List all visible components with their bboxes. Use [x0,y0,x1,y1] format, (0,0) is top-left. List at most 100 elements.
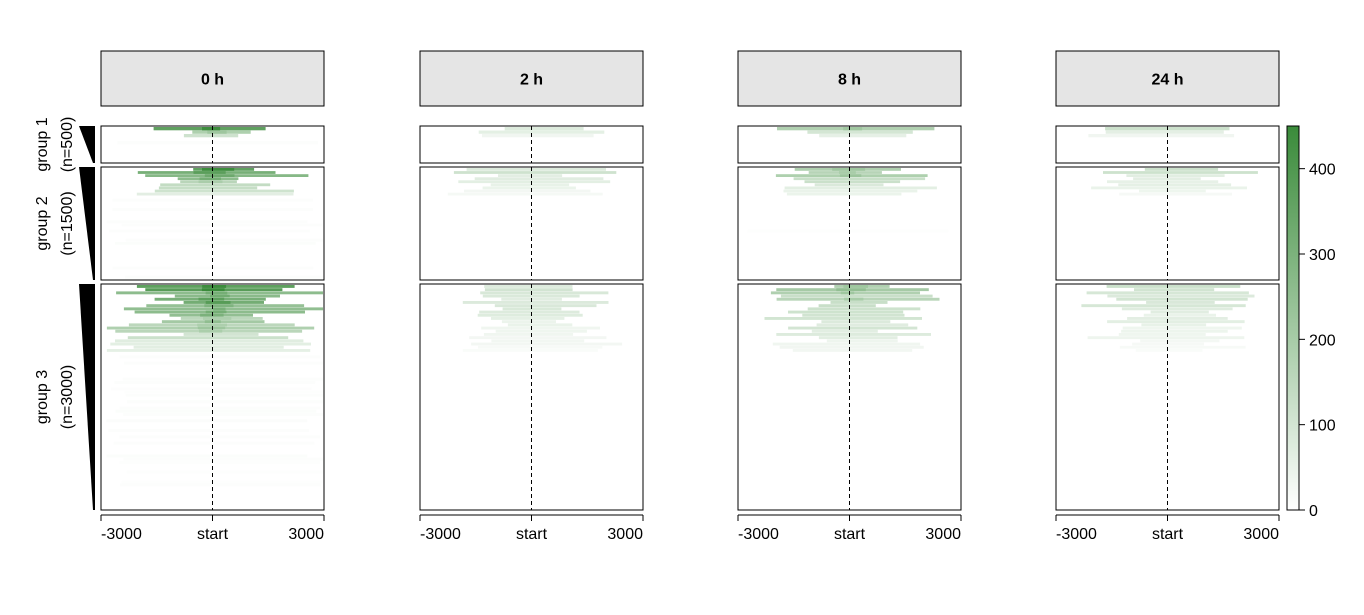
heatmap-row [112,198,313,202]
heatmap-row [484,285,573,288]
heatmap-core [202,127,221,131]
heatmap-row [1119,345,1246,349]
heatmap-row [1146,301,1215,304]
heatmap-row [133,345,284,349]
heatmap-row [106,454,308,458]
group-count-label: (n=500) [59,117,76,173]
panel-header [1055,50,1280,107]
heatmap-cells-group-1 [478,127,605,138]
heatmap-row [1091,186,1247,190]
heatmap-row [818,336,898,340]
heatmap-core [197,323,227,327]
heatmap-row [776,333,931,336]
heatmap-core [205,291,228,295]
heatmap-row [124,361,323,365]
heatmap-row [481,326,600,330]
heatmap-row [124,390,323,394]
x-tick-label: 3000 [925,526,961,543]
panel-3: 24 h -3000 start 3000 [1055,50,1280,543]
heatmap-row [491,339,585,343]
x-tick-label: -3000 [420,526,461,543]
heatmap-row [780,294,933,298]
heatmap-core [843,285,868,288]
heatmap-core [193,171,226,174]
heatmap-row [1103,171,1258,174]
heatmap-row [453,171,617,174]
heatmap-row [1107,320,1245,324]
heatmap-cells-group-2 [447,168,617,196]
heatmap-core [202,285,227,288]
heatmap-row [1107,294,1255,298]
heatmap-row [154,189,294,193]
heatmap-cells-group-3 [106,285,324,487]
heatmap-row [804,180,901,184]
heatmap-row [764,317,922,320]
heatmap-cells-group-3 [764,285,940,352]
heatmap-cells-group-2 [747,168,949,233]
group-count-label: (n=1500) [59,191,76,256]
heatmap-row [1126,174,1225,177]
heatmap-row [115,409,317,413]
heatmap-core [198,180,223,184]
panel-header [419,50,644,107]
heatmap-row [1143,313,1216,317]
heatmap-row [160,183,271,187]
heatmap-cells-group-3 [462,285,623,352]
heatmap-row [1105,130,1224,134]
colorbar-tick-label: 400 [1309,162,1336,179]
panel-title: 0 h [201,72,224,89]
heatmap-row [830,301,888,304]
heatmap-core [839,174,862,177]
heatmap-core [843,127,863,131]
heatmap-row [816,323,909,327]
panel-0: 0 h -3000 start 3000 [100,50,325,543]
heatmap-row [1107,180,1219,184]
heatmap-row [1150,310,1209,314]
heatmap-row [119,406,321,410]
heatmap-row [783,189,918,193]
heatmap-cells-group-2 [1091,168,1258,196]
heatmap-row [1132,342,1204,346]
heatmap-row [792,349,913,352]
heatmap-row [158,186,258,190]
heatmap-row [114,381,316,384]
heatmap-row [469,336,607,340]
heatmap-core [832,168,866,171]
heatmap-cells-group-2 [106,168,323,279]
heatmap-row [106,220,308,224]
heatmap-row [807,130,913,134]
heatmap-row [1118,333,1206,336]
x-tick-label: -3000 [738,526,779,543]
heatmap-core [213,307,226,311]
heatmap-row [819,134,907,138]
heatmap-row [123,413,323,416]
group-size-wedge [79,126,95,163]
heatmap-row [1088,134,1235,138]
heatmap-core [205,310,227,314]
heatmap-row [1140,339,1220,343]
heatmap-row [1121,307,1233,311]
heatmap-row [1081,304,1246,308]
heatmap-row [1133,177,1201,181]
heatmap-row [106,349,311,352]
x-tick-label: 3000 [607,526,643,543]
heatmap-row [1122,326,1242,330]
heatmap-row [772,342,921,346]
heatmap-row [125,238,323,242]
heatmap-row [494,304,597,308]
heatmap-row [115,339,304,343]
panel-title: 2 h [520,72,543,89]
heatmap-row [466,168,606,171]
heatmap-row [1119,192,1232,196]
colorbar: 0 100 200 300 400 [1286,125,1336,520]
heatmap-core [200,313,224,317]
heatmap-core [199,177,221,181]
heatmap-core [205,301,231,304]
heatmap-row [119,435,320,439]
x-tick-label: -3000 [1056,526,1097,543]
heatmap-row [479,310,580,314]
heatmap-core [844,297,864,301]
colorbar-tick-label: 300 [1309,247,1336,264]
heatmap-row [115,242,316,245]
x-tick-label: 3000 [1243,526,1279,543]
